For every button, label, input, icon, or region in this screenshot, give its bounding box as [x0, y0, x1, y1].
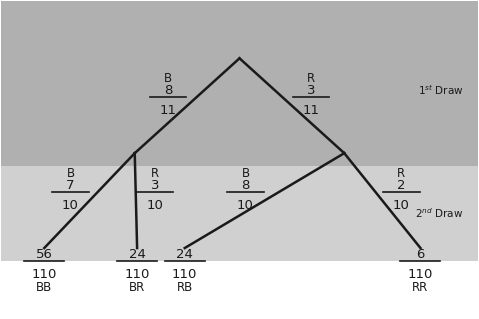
Text: 11: 11 [160, 104, 177, 117]
Text: B: B [241, 167, 250, 180]
Text: 1$^{st}$ Draw: 1$^{st}$ Draw [418, 83, 463, 97]
Text: 8: 8 [241, 179, 250, 192]
Text: 110: 110 [125, 268, 150, 281]
Text: B: B [164, 72, 172, 85]
Text: BR: BR [129, 281, 145, 294]
Text: 110: 110 [408, 268, 433, 281]
Text: BB: BB [36, 281, 52, 294]
Text: 3: 3 [307, 84, 315, 97]
Text: B: B [67, 167, 75, 180]
Text: 3: 3 [151, 179, 159, 192]
FancyBboxPatch shape [1, 1, 478, 166]
Text: RB: RB [177, 281, 193, 294]
Text: 10: 10 [393, 199, 410, 212]
Text: 24: 24 [176, 248, 193, 261]
Text: RR: RR [412, 281, 429, 294]
Text: R: R [307, 72, 315, 85]
Text: 11: 11 [302, 104, 319, 117]
Text: 110: 110 [172, 268, 197, 281]
Text: 8: 8 [164, 84, 172, 97]
Text: 10: 10 [62, 199, 79, 212]
Text: 2$^{nd}$ Draw: 2$^{nd}$ Draw [415, 206, 463, 220]
FancyBboxPatch shape [1, 166, 478, 261]
Text: 24: 24 [129, 248, 146, 261]
Text: 10: 10 [237, 199, 254, 212]
Text: 7: 7 [66, 179, 75, 192]
Text: 6: 6 [416, 248, 425, 261]
Text: R: R [151, 167, 159, 180]
Text: 110: 110 [32, 268, 57, 281]
Text: 56: 56 [36, 248, 53, 261]
Text: 2: 2 [397, 179, 406, 192]
Text: R: R [398, 167, 406, 180]
Text: 10: 10 [147, 199, 163, 212]
